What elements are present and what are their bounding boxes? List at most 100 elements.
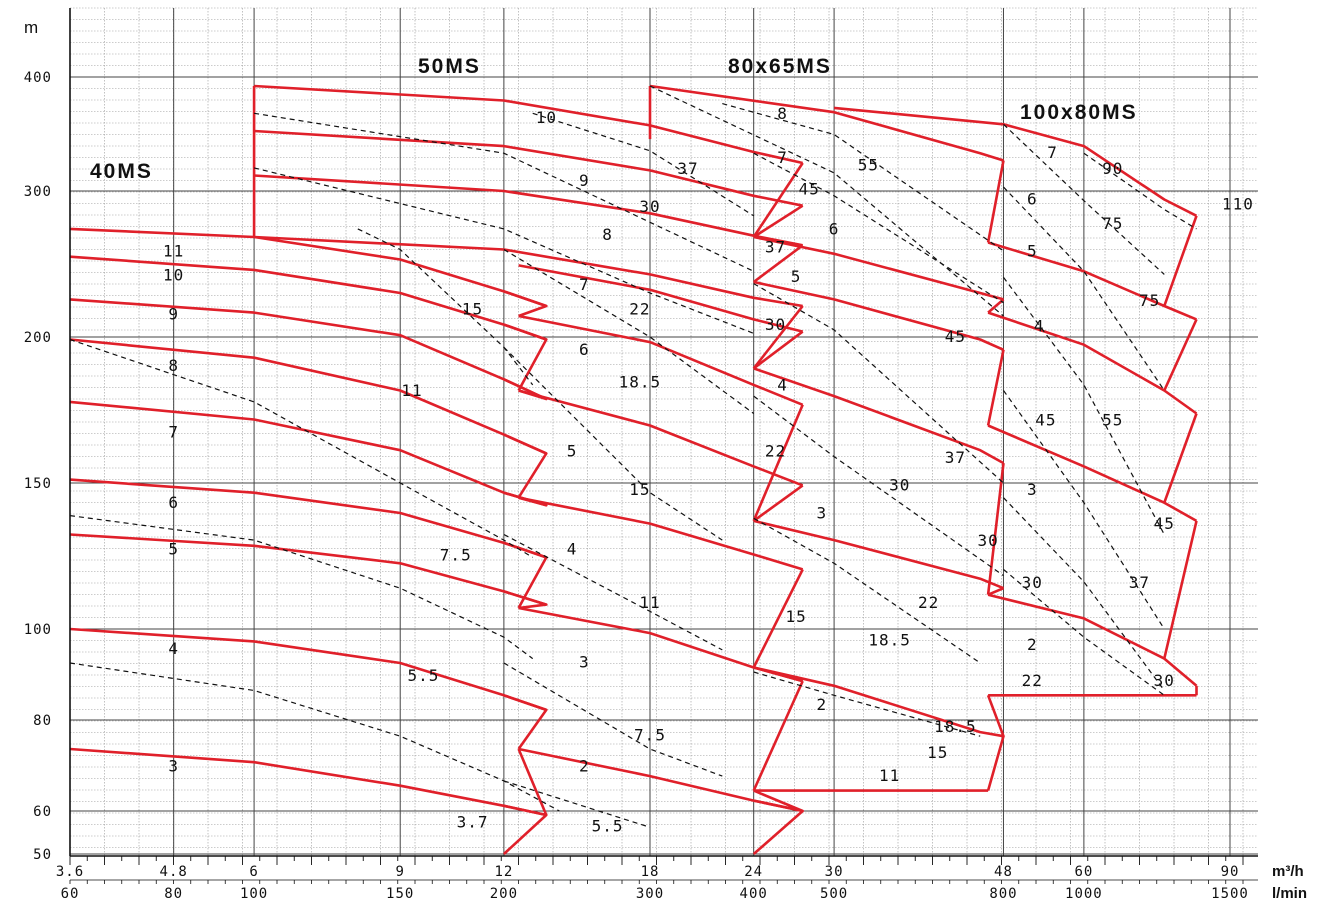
curve-line: [518, 496, 804, 571]
curve-boundary: [986, 160, 1005, 243]
curve-line: [69, 533, 547, 606]
x-tick-label-lmin: 60: [61, 886, 80, 902]
curve-label: 5.5: [408, 666, 440, 685]
x-tick-label-lmin: 1000: [1065, 886, 1103, 902]
curve-label: 3: [1027, 480, 1038, 499]
curve-boundary: [986, 462, 1005, 595]
power-line: [1003, 277, 1165, 535]
curve-label: 10: [163, 265, 184, 284]
power-line: [753, 517, 981, 664]
curve-label: 45: [945, 327, 966, 346]
curve-label: 5: [567, 442, 578, 461]
curve-label: 30: [1154, 671, 1175, 690]
y-tick-label: 300: [24, 184, 52, 200]
power-line: [503, 533, 723, 651]
chart-curves: [69, 84, 1198, 855]
curve-label: 3: [168, 756, 179, 775]
curve-boundary: [503, 378, 548, 401]
x-tick-label-lmin: 300: [636, 886, 664, 902]
curve-line: [69, 747, 547, 817]
curve-label: 37: [677, 159, 698, 178]
curve-label: 11: [879, 766, 900, 785]
curve-label: 11: [163, 242, 184, 261]
curve-label: 37: [765, 237, 786, 256]
curve-label: 11: [639, 593, 660, 612]
curve-boundary: [752, 244, 804, 284]
curve-label: 110: [1222, 194, 1254, 213]
curve-label: 75: [1139, 291, 1160, 310]
model-label: 40MS: [90, 160, 153, 183]
curve-label: 18.5: [619, 373, 662, 392]
curve-label: 30: [1022, 573, 1043, 592]
curve-label: 90: [1102, 159, 1123, 178]
curve-label: 30: [977, 531, 998, 550]
curve-line: [833, 106, 1198, 217]
curve-boundary: [752, 305, 804, 370]
y-unit-label: m: [24, 18, 38, 37]
curve-label: 37: [1129, 573, 1150, 592]
model-label: 100x80MS: [1020, 101, 1138, 124]
power-line: [69, 662, 560, 812]
model-label: 50MS: [418, 55, 481, 78]
curve-label: 9: [579, 171, 590, 190]
x-tick-label-m3h: 60: [1074, 864, 1093, 880]
curve-label: 8: [602, 225, 613, 244]
power-line: [1003, 568, 1165, 696]
curve-label: 30: [765, 315, 786, 334]
curve-label: 55: [858, 155, 879, 174]
curve-line: [987, 424, 1198, 523]
curve-line: [753, 666, 1004, 738]
curve-line: [753, 519, 1004, 590]
curve-label: 6: [579, 340, 590, 359]
curve-label: 22: [1022, 671, 1043, 690]
power-line: [753, 152, 1004, 304]
curve-line: [254, 235, 803, 308]
curve-label: 30: [639, 197, 660, 216]
curve-line: [254, 129, 803, 207]
curve-label: 6: [1027, 189, 1038, 208]
curve-boundary: [752, 484, 804, 522]
power-line: [1003, 497, 1165, 691]
power-line: [1003, 390, 1165, 630]
power-line: [357, 228, 534, 386]
curve-boundary: [752, 404, 804, 522]
curve-boundary: [503, 590, 548, 610]
curve-label: 10: [536, 108, 557, 127]
curve-label: 5.5: [592, 817, 624, 836]
curve-label: 3.7: [457, 812, 489, 831]
curve-boundary: [1163, 215, 1198, 307]
curve-label: 15: [462, 299, 483, 318]
power-line: [254, 112, 754, 272]
power-line: [503, 346, 723, 541]
x-tick-label-m3h: 9: [395, 864, 404, 880]
curve-label: 45: [1035, 410, 1056, 429]
x-tick-label-lmin: 500: [820, 886, 848, 902]
curve-line: [649, 84, 1004, 162]
curve-boundary: [1163, 318, 1198, 392]
curve-boundary: [752, 568, 804, 669]
x-tick-label-m3h: 18: [641, 864, 660, 880]
curve-boundary: [1163, 413, 1198, 504]
curve-boundary: [753, 666, 804, 683]
curve-line: [518, 389, 804, 487]
curve-label: 7: [168, 423, 179, 442]
curve-label: 7: [777, 148, 788, 167]
model-label: 80x65MS: [728, 55, 832, 78]
curve-label: 8: [168, 356, 179, 375]
power-line: [503, 780, 651, 828]
power-line: [253, 167, 754, 334]
curve-label: 7: [1047, 143, 1058, 162]
curve-label: 15: [785, 607, 806, 626]
curve-line: [518, 314, 804, 407]
y-tick-label: 80: [33, 713, 52, 729]
x-tick-label-m3h: 4.8: [160, 864, 188, 880]
curve-label: 75: [1102, 214, 1123, 233]
x-tick-label-lmin: 200: [490, 886, 518, 902]
chart-labels: 40MS 50MS 80x65MS 100x80MS 3 45 6 7 8 9 10 11 3.7 5.5…: [90, 55, 1254, 836]
curve-boundary: [517, 748, 548, 816]
curve-label: 18.5: [868, 631, 911, 650]
curve-label: 22: [918, 593, 939, 612]
y-tick-label: 100: [24, 622, 52, 638]
curve-label: 30: [889, 475, 910, 494]
power-line: [503, 248, 755, 414]
